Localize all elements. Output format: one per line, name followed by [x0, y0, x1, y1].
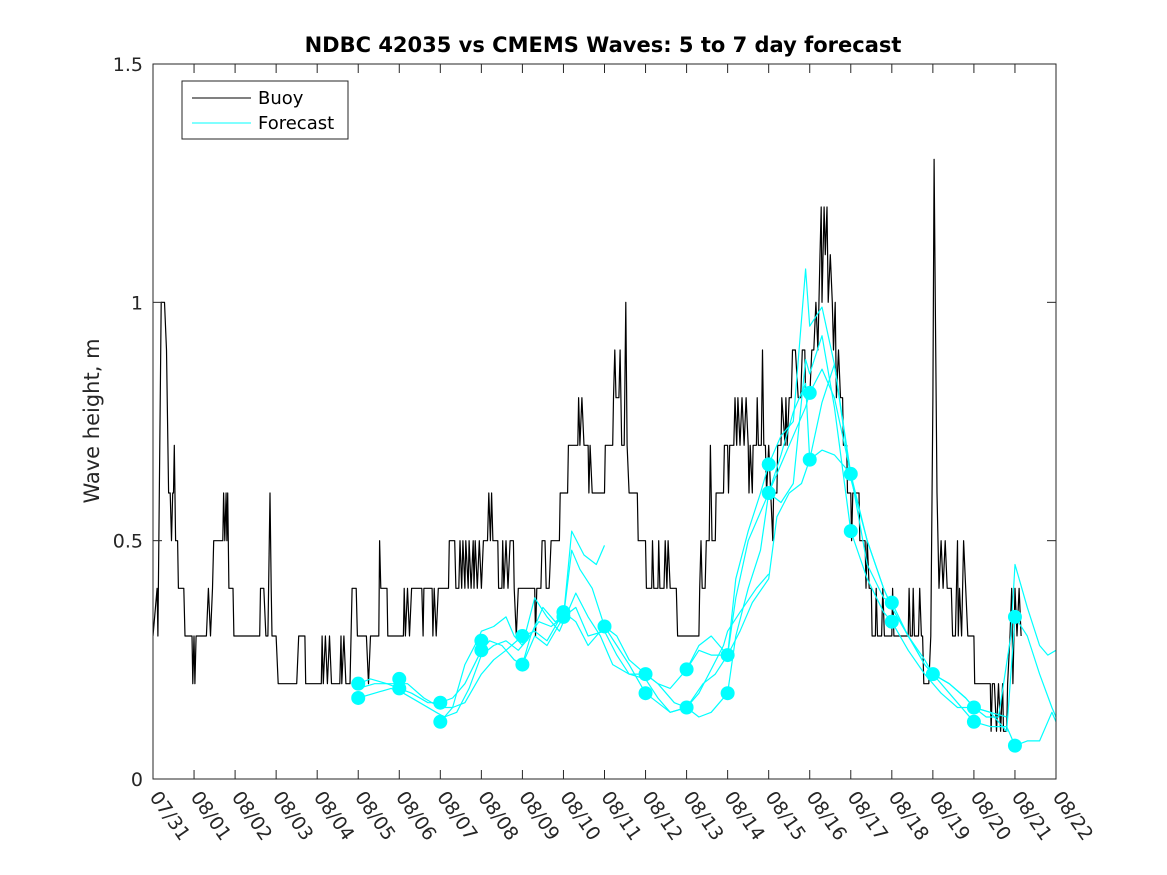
x-tick-label: 08/04	[309, 787, 358, 844]
forecast-marker	[433, 695, 448, 710]
legend-forecast-label: Forecast	[258, 113, 334, 134]
forecast-marker	[556, 609, 571, 624]
y-axis: 0 0.5 1 1.5	[113, 54, 1056, 791]
x-tick-label: 08/17	[843, 787, 892, 844]
x-tick-label: 08/05	[350, 787, 399, 844]
forecast-marker	[720, 648, 735, 663]
x-tick-label: 08/02	[227, 787, 276, 844]
y-axis-label: Wave height, m	[80, 338, 104, 503]
plot-frame	[152, 63, 1057, 780]
x-tick-label: 08/07	[432, 787, 481, 844]
legend-box	[181, 80, 349, 140]
x-tick-label: 08/18	[884, 787, 933, 844]
chart-title: NDBC 42035 vs CMEMS Waves: 5 to 7 day fo…	[305, 33, 902, 57]
forecast-marker	[597, 619, 612, 634]
forecast-marker	[351, 690, 366, 705]
forecast-marker	[1007, 609, 1022, 624]
x-tick-label: 08/09	[514, 787, 563, 844]
x-tick-label: 08/19	[925, 787, 974, 844]
forecast-marker	[351, 676, 366, 691]
forecast-marker	[843, 466, 858, 481]
forecast-marker	[802, 452, 817, 467]
forecast-marker	[966, 700, 981, 715]
y-tick-label: 1	[131, 292, 143, 314]
x-tick-label: 08/16	[802, 787, 851, 844]
legend: Buoy Forecast	[181, 80, 349, 140]
x-tick-label: 08/11	[596, 787, 645, 844]
x-tick-label: 07/31	[145, 787, 194, 844]
x-tick-label: 08/22	[1048, 787, 1097, 844]
forecast-marker	[843, 524, 858, 539]
forecast-marker	[392, 681, 407, 696]
forecast-marker	[474, 643, 489, 658]
forecast-marker	[638, 667, 653, 682]
forecast-marker	[761, 486, 776, 500]
x-tick-label: 08/14	[720, 787, 769, 844]
forecast-marker	[515, 657, 530, 672]
x-axis: 07/3108/0108/0208/0308/0408/0508/0608/07…	[145, 64, 1097, 845]
forecast-marker	[679, 662, 694, 677]
forecast-marker	[802, 385, 817, 400]
forecast-marker	[966, 714, 981, 729]
x-tick-label: 08/13	[678, 787, 727, 844]
forecast-marker	[925, 667, 940, 682]
forecast-marker	[515, 629, 530, 643]
forecast-marker	[638, 686, 653, 701]
forecast-series-line-2	[358, 530, 606, 718]
legend-buoy-label: Buoy	[258, 88, 304, 109]
buoy-series-line	[153, 158, 1022, 732]
forecast-series-line-7	[686, 268, 1056, 747]
forecast-series-line-5	[521, 368, 934, 718]
x-tick-label: 08/06	[391, 787, 440, 844]
series-layer	[153, 158, 1056, 747]
x-tick-label: 08/15	[761, 787, 810, 844]
x-tick-label: 08/01	[186, 787, 235, 844]
x-tick-label: 08/21	[1007, 787, 1056, 844]
forecast-series-line-4	[439, 449, 852, 723]
forecast-marker	[761, 457, 776, 472]
forecast-marker	[1007, 738, 1022, 753]
y-tick-label: 0	[131, 769, 143, 791]
forecast-series-line-6	[604, 335, 1007, 718]
forecast-marker	[884, 595, 899, 610]
y-tick-label: 0.5	[113, 531, 143, 553]
x-tick-label: 08/20	[966, 787, 1015, 844]
y-tick-label: 1.5	[113, 54, 143, 76]
marker-layer	[351, 385, 1022, 753]
x-tick-label: 08/08	[473, 787, 522, 844]
forecast-series-line-3	[358, 573, 770, 709]
forecast-marker	[720, 686, 735, 701]
forecast-marker	[433, 714, 448, 729]
forecast-marker	[679, 700, 694, 715]
x-tick-label: 08/12	[637, 787, 686, 844]
forecast-series-line-9	[932, 563, 1056, 718]
x-tick-label: 08/03	[268, 787, 317, 844]
x-tick-label: 08/10	[555, 787, 604, 844]
forecast-marker	[884, 614, 899, 629]
